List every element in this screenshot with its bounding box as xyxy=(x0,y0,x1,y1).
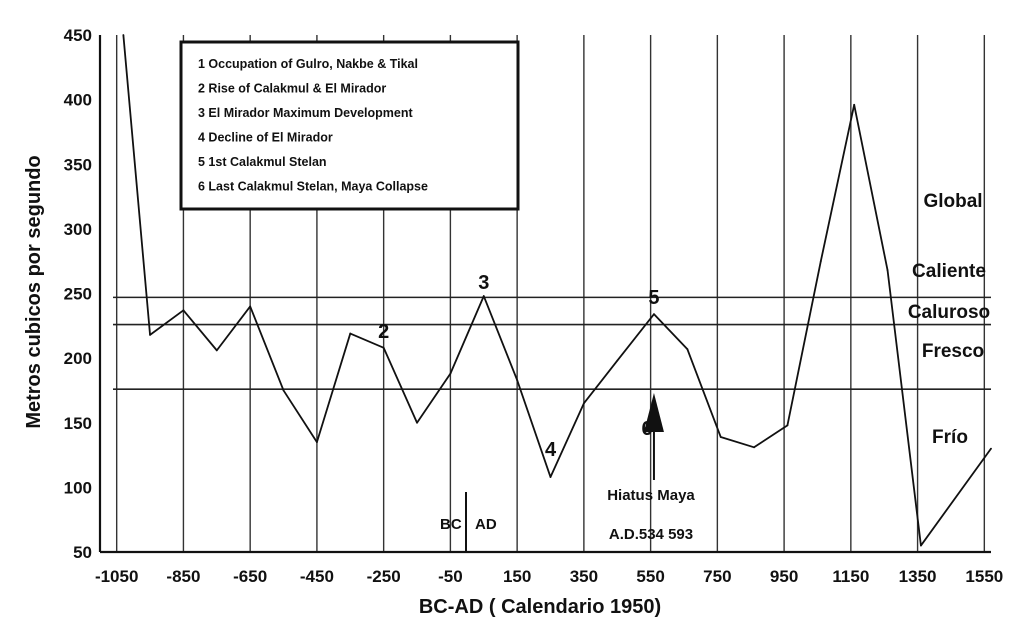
data-point-5 xyxy=(282,389,285,392)
y-tick-label-6: 150 xyxy=(64,414,92,433)
axes xyxy=(98,35,991,554)
legend-item-5: 5 1st Calakmul Stelan xyxy=(198,155,327,169)
y-tick-label-8: 50 xyxy=(73,543,92,562)
hiatus-dates-label: A.D.534 593 xyxy=(609,526,693,543)
data-point-21 xyxy=(819,260,822,263)
x-tick-label-8: 550 xyxy=(636,567,664,586)
data-point-9 xyxy=(416,421,418,424)
data-point-18 xyxy=(719,436,722,438)
data-point-12 xyxy=(516,379,519,381)
data-point-10 xyxy=(449,372,452,375)
legend: 1 Occupation of Gulro, Nakbe & Tikal 2 Ri… xyxy=(179,40,520,211)
peak-label-2: 2 xyxy=(378,321,389,343)
peak-label-3: 3 xyxy=(478,272,489,294)
data-point-14 xyxy=(582,402,585,405)
x-tick-label-13: 1550 xyxy=(965,567,1003,586)
series-line xyxy=(122,34,992,547)
y-tick-label-3: 300 xyxy=(64,220,92,239)
data-point-23 xyxy=(886,269,889,272)
x-tick-label-7: 350 xyxy=(570,567,598,586)
y-tick-label-4: 250 xyxy=(64,285,92,304)
band-label-0: Global xyxy=(923,191,982,212)
data-point-19 xyxy=(753,446,755,449)
data-point-15 xyxy=(616,359,619,362)
ad-label: AD xyxy=(475,516,497,533)
x-tick-label-3: -450 xyxy=(300,567,334,586)
data-point-6 xyxy=(316,441,318,444)
peak-labels: 23456 xyxy=(378,272,659,461)
band-labels: Global Caliente Caluroso Fresco Frío xyxy=(908,191,990,448)
y-tick-label-2: 350 xyxy=(64,155,92,174)
x-tick-labels: -1050 -850 -650 -450 -250 -50 150 350 550 750 950 1… xyxy=(95,567,1003,586)
band-label-2: Caluroso xyxy=(908,302,990,323)
legend-item-4: 4 Decline of El Mirador xyxy=(198,131,333,145)
x-tick-label-1: -850 xyxy=(166,567,200,586)
x-tick-label-5: -50 xyxy=(438,567,463,586)
x-tick-label-10: 950 xyxy=(770,567,798,586)
band-label-3: Fresco xyxy=(922,341,984,362)
data-point-0 xyxy=(122,34,125,36)
data-point-11 xyxy=(482,295,485,297)
reference-lines xyxy=(113,296,991,390)
series-line-path xyxy=(122,34,992,547)
x-tick-label-6: 150 xyxy=(503,567,531,586)
data-point-16 xyxy=(653,313,655,316)
annotations: BC AD Hiatus Maya A.D.534 593 xyxy=(440,393,695,552)
x-tick-label-2: -650 xyxy=(233,567,267,586)
data-point-4 xyxy=(249,305,252,308)
legend-item-3: 3 El Mirador Maximum Development xyxy=(198,106,413,120)
data-point-17 xyxy=(686,348,689,350)
x-tick-label-9: 750 xyxy=(703,567,731,586)
legend-item-6: 6 Last Calakmul Stelan, Maya Collapse xyxy=(198,180,428,194)
peak-label-5: 5 xyxy=(648,287,659,309)
y-tick-label-0: 450 xyxy=(64,26,92,45)
x-axis-title: BC-AD ( Calendario 1950) xyxy=(419,596,661,618)
y-axis-title: Metros cubicos por segundo xyxy=(23,155,45,428)
x-tick-label-12: 1350 xyxy=(899,567,937,586)
legend-item-1: 1 Occupation of Gulro, Nakbe & Tikal xyxy=(198,57,418,71)
data-point-8 xyxy=(382,346,385,349)
hiatus-arrow-head xyxy=(643,393,664,432)
data-point-25 xyxy=(990,447,992,450)
data-point-1 xyxy=(149,333,151,336)
data-point-13 xyxy=(549,476,552,478)
data-point-24 xyxy=(920,544,922,547)
peak-label-4: 4 xyxy=(545,439,557,461)
data-point-22 xyxy=(853,103,856,106)
y-tick-label-7: 100 xyxy=(64,478,92,497)
x-tick-label-11: 1150 xyxy=(832,567,869,586)
band-label-1: Caliente xyxy=(912,261,986,282)
y-tick-labels: 450 400 350 300 250 200 150 100 50 xyxy=(64,26,92,562)
y-tick-label-5: 200 xyxy=(64,349,92,368)
hiatus-label: Hiatus Maya xyxy=(607,487,695,504)
band-label-4: Frío xyxy=(932,427,968,448)
legend-box xyxy=(179,40,520,211)
data-point-20 xyxy=(786,424,789,427)
bc-label: BC xyxy=(440,516,462,533)
legend-item-2: 2 Rise of Calakmul & El Mirador xyxy=(198,82,386,96)
x-tick-label-4: -250 xyxy=(367,567,401,586)
data-point-3 xyxy=(215,349,218,352)
x-tick-label-0: -1050 xyxy=(95,567,138,586)
y-tick-label-1: 400 xyxy=(64,91,92,110)
data-point-7 xyxy=(349,332,352,335)
data-point-2 xyxy=(182,309,185,312)
